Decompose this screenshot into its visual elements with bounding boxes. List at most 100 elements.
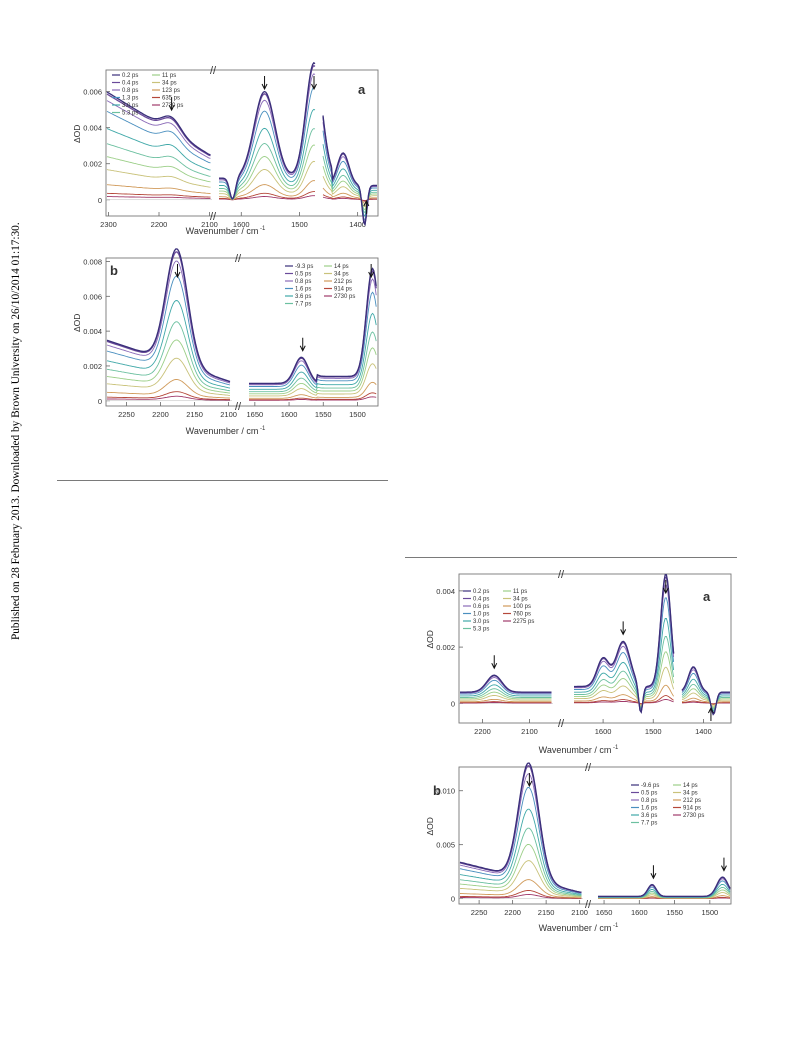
x-tick-label: 2200 [504, 908, 521, 917]
plot-frame [105, 69, 379, 217]
series-line [460, 674, 552, 693]
series-line [681, 697, 730, 706]
series-line [681, 678, 730, 712]
series-line [106, 196, 211, 199]
y-tick-label: 0.010 [436, 787, 455, 796]
panel-label: a [703, 589, 711, 604]
series-line [574, 651, 675, 708]
y-tick-label: 0 [451, 895, 455, 904]
legend-label: 0.2 ps [122, 73, 138, 79]
legend-label: 3.6 ps [295, 294, 311, 300]
series-line [459, 879, 582, 899]
series-line [249, 347, 377, 395]
x-tick-label: 1600 [631, 908, 648, 917]
x-tick-label: 1550 [315, 410, 332, 419]
y-axis-label: ΔOD [72, 314, 82, 332]
series-line [322, 115, 377, 227]
series-line [459, 786, 582, 894]
series-line [249, 331, 377, 393]
peak-arrow [491, 655, 498, 670]
publication-note: Published on 28 February 2013. Downloade… [10, 222, 22, 640]
series-line [598, 876, 731, 898]
series-line [460, 688, 552, 698]
x-tick-label: 2150 [186, 410, 203, 419]
series-line [106, 93, 211, 157]
legend-label: 5.3 ps [122, 111, 138, 117]
series-line [249, 269, 377, 385]
series-line [106, 91, 211, 156]
y-tick-label: 0.005 [436, 841, 455, 850]
x-tick-label: 1500 [645, 727, 662, 736]
peak-arrow [363, 199, 370, 214]
axis-break-mark: // [210, 65, 217, 77]
y-axis-label: ΔOD [425, 630, 435, 648]
legend-label: 1.6 ps [641, 806, 657, 812]
series-line [219, 86, 316, 200]
legend-label: 14 ps [334, 264, 349, 270]
x-tick-label: 2250 [471, 908, 488, 917]
peak-arrow [299, 337, 306, 352]
peak-arrow [620, 621, 627, 636]
peak-arrow [368, 264, 375, 279]
x-tick-label: 2100 [521, 727, 538, 736]
legend-label: 2730 ps [683, 813, 704, 819]
x-tick-label: 2100 [201, 220, 218, 229]
legend-label: 3.0 ps [122, 103, 138, 109]
y-tick-label: 0.006 [83, 88, 102, 97]
peak-arrow [720, 857, 727, 872]
x-tick-label: 2150 [538, 908, 555, 917]
series-line [106, 379, 231, 399]
x-tick-label: 1650 [246, 410, 263, 419]
legend-label: 34 ps [683, 791, 698, 797]
series-line [107, 395, 230, 401]
figure1-panel-b: // // 0.008 0.006 0.004 0.002 0 ΔOD 2250 2200 2150… [72, 248, 379, 436]
legend-label: 0.4 ps [122, 81, 138, 87]
legend-label: 123 ps [162, 88, 180, 94]
series-line [681, 666, 730, 716]
series-line [106, 275, 231, 386]
series-line [459, 860, 582, 898]
legend-label: 2730 ps [162, 103, 183, 109]
series-line [249, 363, 377, 397]
series-line [574, 636, 675, 709]
x-axis-label: Wavenumber / cm [539, 745, 612, 755]
series-line [219, 180, 316, 201]
x-tick-label: 1500 [349, 410, 366, 419]
legend-label: 7.7 ps [295, 302, 311, 308]
legend-label: 100 ps [513, 604, 531, 610]
legend-label: 5.3 ps [473, 627, 489, 633]
legend-label: 0.5 ps [295, 272, 311, 278]
peak-arrow [261, 76, 268, 91]
series-line [249, 278, 377, 386]
y-axis-label: ΔOD [425, 817, 435, 835]
plot-frame [105, 257, 379, 407]
series-line [574, 597, 675, 712]
series-line [106, 169, 211, 188]
legend-label: 212 ps [683, 798, 701, 804]
figure2-panel-b: // // 0.010 0.005 0 ΔOD 2250 2200 2150 2100 1650 16… [425, 762, 732, 933]
axis-break-mark: // [585, 762, 592, 774]
x-axis-label: Wavenumber / cm [186, 426, 259, 436]
y-tick-label: 0.004 [83, 327, 102, 336]
axis-break-mark: // [235, 401, 242, 413]
series-line [219, 61, 316, 200]
legend-label: 3.6 ps [641, 813, 657, 819]
y-axis-label: ΔOD [72, 125, 82, 143]
series-line [460, 684, 552, 697]
legend-label: 0.8 ps [122, 88, 138, 94]
y-tick-label: 0.008 [83, 257, 102, 266]
legend-label: 0.6 ps [473, 604, 489, 610]
panel-label: b [433, 783, 441, 798]
series-line [460, 890, 582, 899]
series-line [249, 267, 377, 385]
x-tick-label: 1600 [595, 727, 612, 736]
legend-label: 1.3 ps [122, 96, 138, 102]
x-tick-label: 1400 [349, 220, 366, 229]
peak-arrow [174, 264, 181, 279]
plot-frame [458, 766, 732, 905]
legend-label: 0.4 ps [473, 597, 489, 603]
peak-arrow [650, 865, 657, 880]
legend-label: 212 ps [334, 279, 352, 285]
series-line [460, 679, 552, 695]
legend-label: 34 ps [162, 81, 177, 87]
